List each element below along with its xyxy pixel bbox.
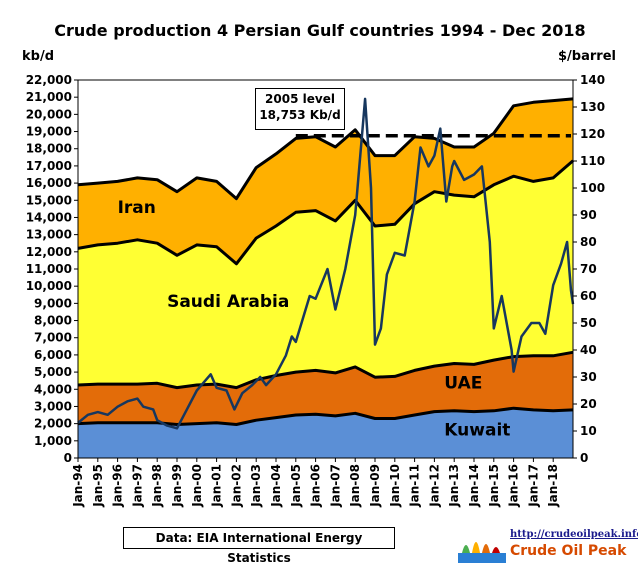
area-kuwait <box>78 408 573 458</box>
x-tick-label: Jan-09 <box>368 464 382 508</box>
x-tick-label: Jan-06 <box>309 464 323 508</box>
y-left-tick-label: 14,000 <box>26 210 72 224</box>
x-tick-label: Jan-00 <box>190 464 204 508</box>
y-right-tick-label: 40 <box>580 343 597 357</box>
y-left-tick-label: 7,000 <box>34 331 72 345</box>
x-tick-label: Jan-17 <box>526 464 540 508</box>
axes: 0 1,000 2,000 3,000 4,000 5,000 6,000 7,000 8,00… <box>26 73 605 508</box>
y-right-tick-label: 0 <box>580 451 588 465</box>
x-tick-label: Jan-99 <box>170 464 184 508</box>
x-tick-label: Jan-18 <box>546 464 560 508</box>
boundary-uae <box>77 350 574 390</box>
y-right-tick-label: 20 <box>580 397 597 411</box>
y-left-tick-label: 10,000 <box>26 279 72 293</box>
reference-level-label: 2005 level 18,753 Kb/d <box>255 88 345 130</box>
y-left-tick-label: 12,000 <box>26 245 72 259</box>
x-tick-label: Jan-13 <box>447 464 461 508</box>
y-left-tick-label: 11,000 <box>26 262 72 276</box>
y-right-tick-label: 50 <box>580 316 597 330</box>
y-right-tick-label: 30 <box>580 370 597 384</box>
logo-name: Crude Oil Peak <box>510 543 627 559</box>
y-left-tick-label: 6,000 <box>34 348 72 362</box>
y-left-tick-label: 2,000 <box>34 417 72 431</box>
x-tick-label: Jan-94 <box>71 464 85 508</box>
x-tick-label: Jan-97 <box>130 464 144 508</box>
reference-level-line1: 2005 level <box>265 92 335 106</box>
y-left-unit: kb/d <box>22 49 54 64</box>
y-left-tick-label: 16,000 <box>26 176 72 190</box>
y-left-tick-label: 9,000 <box>34 296 72 310</box>
boundary-saudi-arabia <box>77 159 574 266</box>
source-note: Data: EIA International Energy Statistic… <box>123 527 395 565</box>
y-right-tick-label: 70 <box>580 262 597 276</box>
x-tick-label: Jan-05 <box>289 464 303 508</box>
area-iran <box>78 98 573 264</box>
area-uae <box>78 352 573 425</box>
y-right-tick-label: 110 <box>580 154 605 168</box>
y-right-unit: $/barrel <box>558 49 616 64</box>
y-right-tick-label: 130 <box>580 100 605 114</box>
series-label: UAE <box>444 373 482 393</box>
x-tick-label: Jan-04 <box>269 464 283 508</box>
y-left-tick-label: 17,000 <box>26 159 72 173</box>
y-left-tick-label: 18,000 <box>26 142 72 156</box>
y-left-tick-label: 1,000 <box>34 434 72 448</box>
y-left-tick-label: 22,000 <box>26 73 72 87</box>
boundary-iran <box>77 97 574 201</box>
y-left-tick-label: 21,000 <box>26 90 72 104</box>
y-right-tick-label: 140 <box>580 73 605 87</box>
y-right-tick-label: 90 <box>580 208 597 222</box>
y-right-tick-label: 80 <box>580 235 597 249</box>
y-left-tick-label: 0 <box>64 451 72 465</box>
y-right-tick-label: 100 <box>580 181 605 195</box>
x-tick-label: Jan-11 <box>408 464 422 508</box>
oil-drops-icon <box>458 542 506 563</box>
x-tick-label: Jan-95 <box>91 464 105 508</box>
x-tick-label: Jan-96 <box>111 464 125 508</box>
y-left-tick-label: 4,000 <box>34 382 72 396</box>
x-tick-label: Jan-98 <box>150 464 164 508</box>
y-left-tick-label: 19,000 <box>26 125 72 139</box>
x-tick-label: Jan-02 <box>229 464 243 508</box>
series-label: Saudi Arabia <box>167 292 289 312</box>
series-label: Iran <box>118 198 156 218</box>
x-tick-label: Jan-01 <box>210 464 224 508</box>
plot-area: Kuwait UAE Saudi Arabia Iran <box>77 80 575 458</box>
x-tick-label: Jan-03 <box>249 464 263 508</box>
reference-level-line2: 18,753 Kb/d <box>259 108 341 122</box>
x-tick-label: Jan-08 <box>348 464 362 508</box>
x-tick-label: Jan-10 <box>388 464 402 508</box>
y-left-tick-label: 8,000 <box>34 314 72 328</box>
y-left-tick-label: 3,000 <box>34 399 72 413</box>
y-left-tick-label: 20,000 <box>26 107 72 121</box>
y-right-tick-label: 10 <box>580 424 597 438</box>
series-label: Kuwait <box>444 421 510 441</box>
y-left-tick-label: 13,000 <box>26 228 72 242</box>
x-tick-label: Jan-07 <box>328 464 342 508</box>
crude-oil-peak-logo: http://crudeoilpeak.info Crude Oil Peak <box>452 525 638 567</box>
x-tick-label: Jan-14 <box>467 464 481 508</box>
logo-url[interactable]: http://crudeoilpeak.info <box>510 529 638 540</box>
chart-title: Crude production 4 Persian Gulf countrie… <box>54 21 585 40</box>
y-right-tick-label: 60 <box>580 289 597 303</box>
price-line <box>77 97 575 430</box>
x-tick-label: Jan-16 <box>507 464 521 508</box>
x-tick-label: Jan-12 <box>427 464 441 508</box>
y-left-tick-label: 5,000 <box>34 365 72 379</box>
y-right-tick-label: 120 <box>580 127 605 141</box>
x-tick-label: Jan-15 <box>487 464 501 508</box>
y-left-tick-label: 15,000 <box>26 193 72 207</box>
